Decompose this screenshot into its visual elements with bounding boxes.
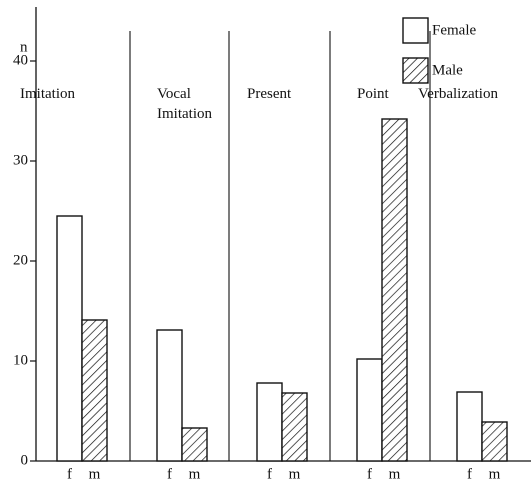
y-axis-label: n <box>20 39 28 55</box>
category-label: Verbalization <box>418 86 498 102</box>
x-tick-label: f <box>167 466 172 482</box>
category-label: Imitation <box>20 86 75 102</box>
legend-label: Female <box>432 22 476 38</box>
bar <box>356 358 383 462</box>
legend-label: Male <box>432 62 463 78</box>
category-label: Present <box>247 86 292 102</box>
category-label: Vocal Imitation <box>157 86 212 122</box>
x-tick-label: m <box>389 466 401 482</box>
bar <box>256 382 283 462</box>
x-tick-label: f <box>267 466 272 482</box>
bar <box>56 215 83 462</box>
y-tick-label: 30 <box>13 152 28 168</box>
bar <box>181 427 208 462</box>
bar <box>456 391 483 462</box>
y-tick-label: 20 <box>13 252 28 268</box>
bar <box>281 392 308 462</box>
x-tick-label: f <box>467 466 472 482</box>
legend-swatch <box>402 17 429 44</box>
x-tick-label: m <box>489 466 501 482</box>
x-tick-label: m <box>189 466 201 482</box>
y-tick-label: 40 <box>13 52 28 68</box>
x-tick-label: f <box>67 466 72 482</box>
y-tick-label: 10 <box>13 352 28 368</box>
y-tick-label: 0 <box>21 452 29 468</box>
x-tick-label: m <box>289 466 301 482</box>
bar <box>381 118 408 462</box>
bar <box>481 421 508 462</box>
bar <box>81 319 108 462</box>
x-tick-label: f <box>367 466 372 482</box>
legend-swatch <box>402 57 429 84</box>
category-label: Point <box>357 86 389 102</box>
bar <box>156 329 183 462</box>
x-tick-label: m <box>89 466 101 482</box>
